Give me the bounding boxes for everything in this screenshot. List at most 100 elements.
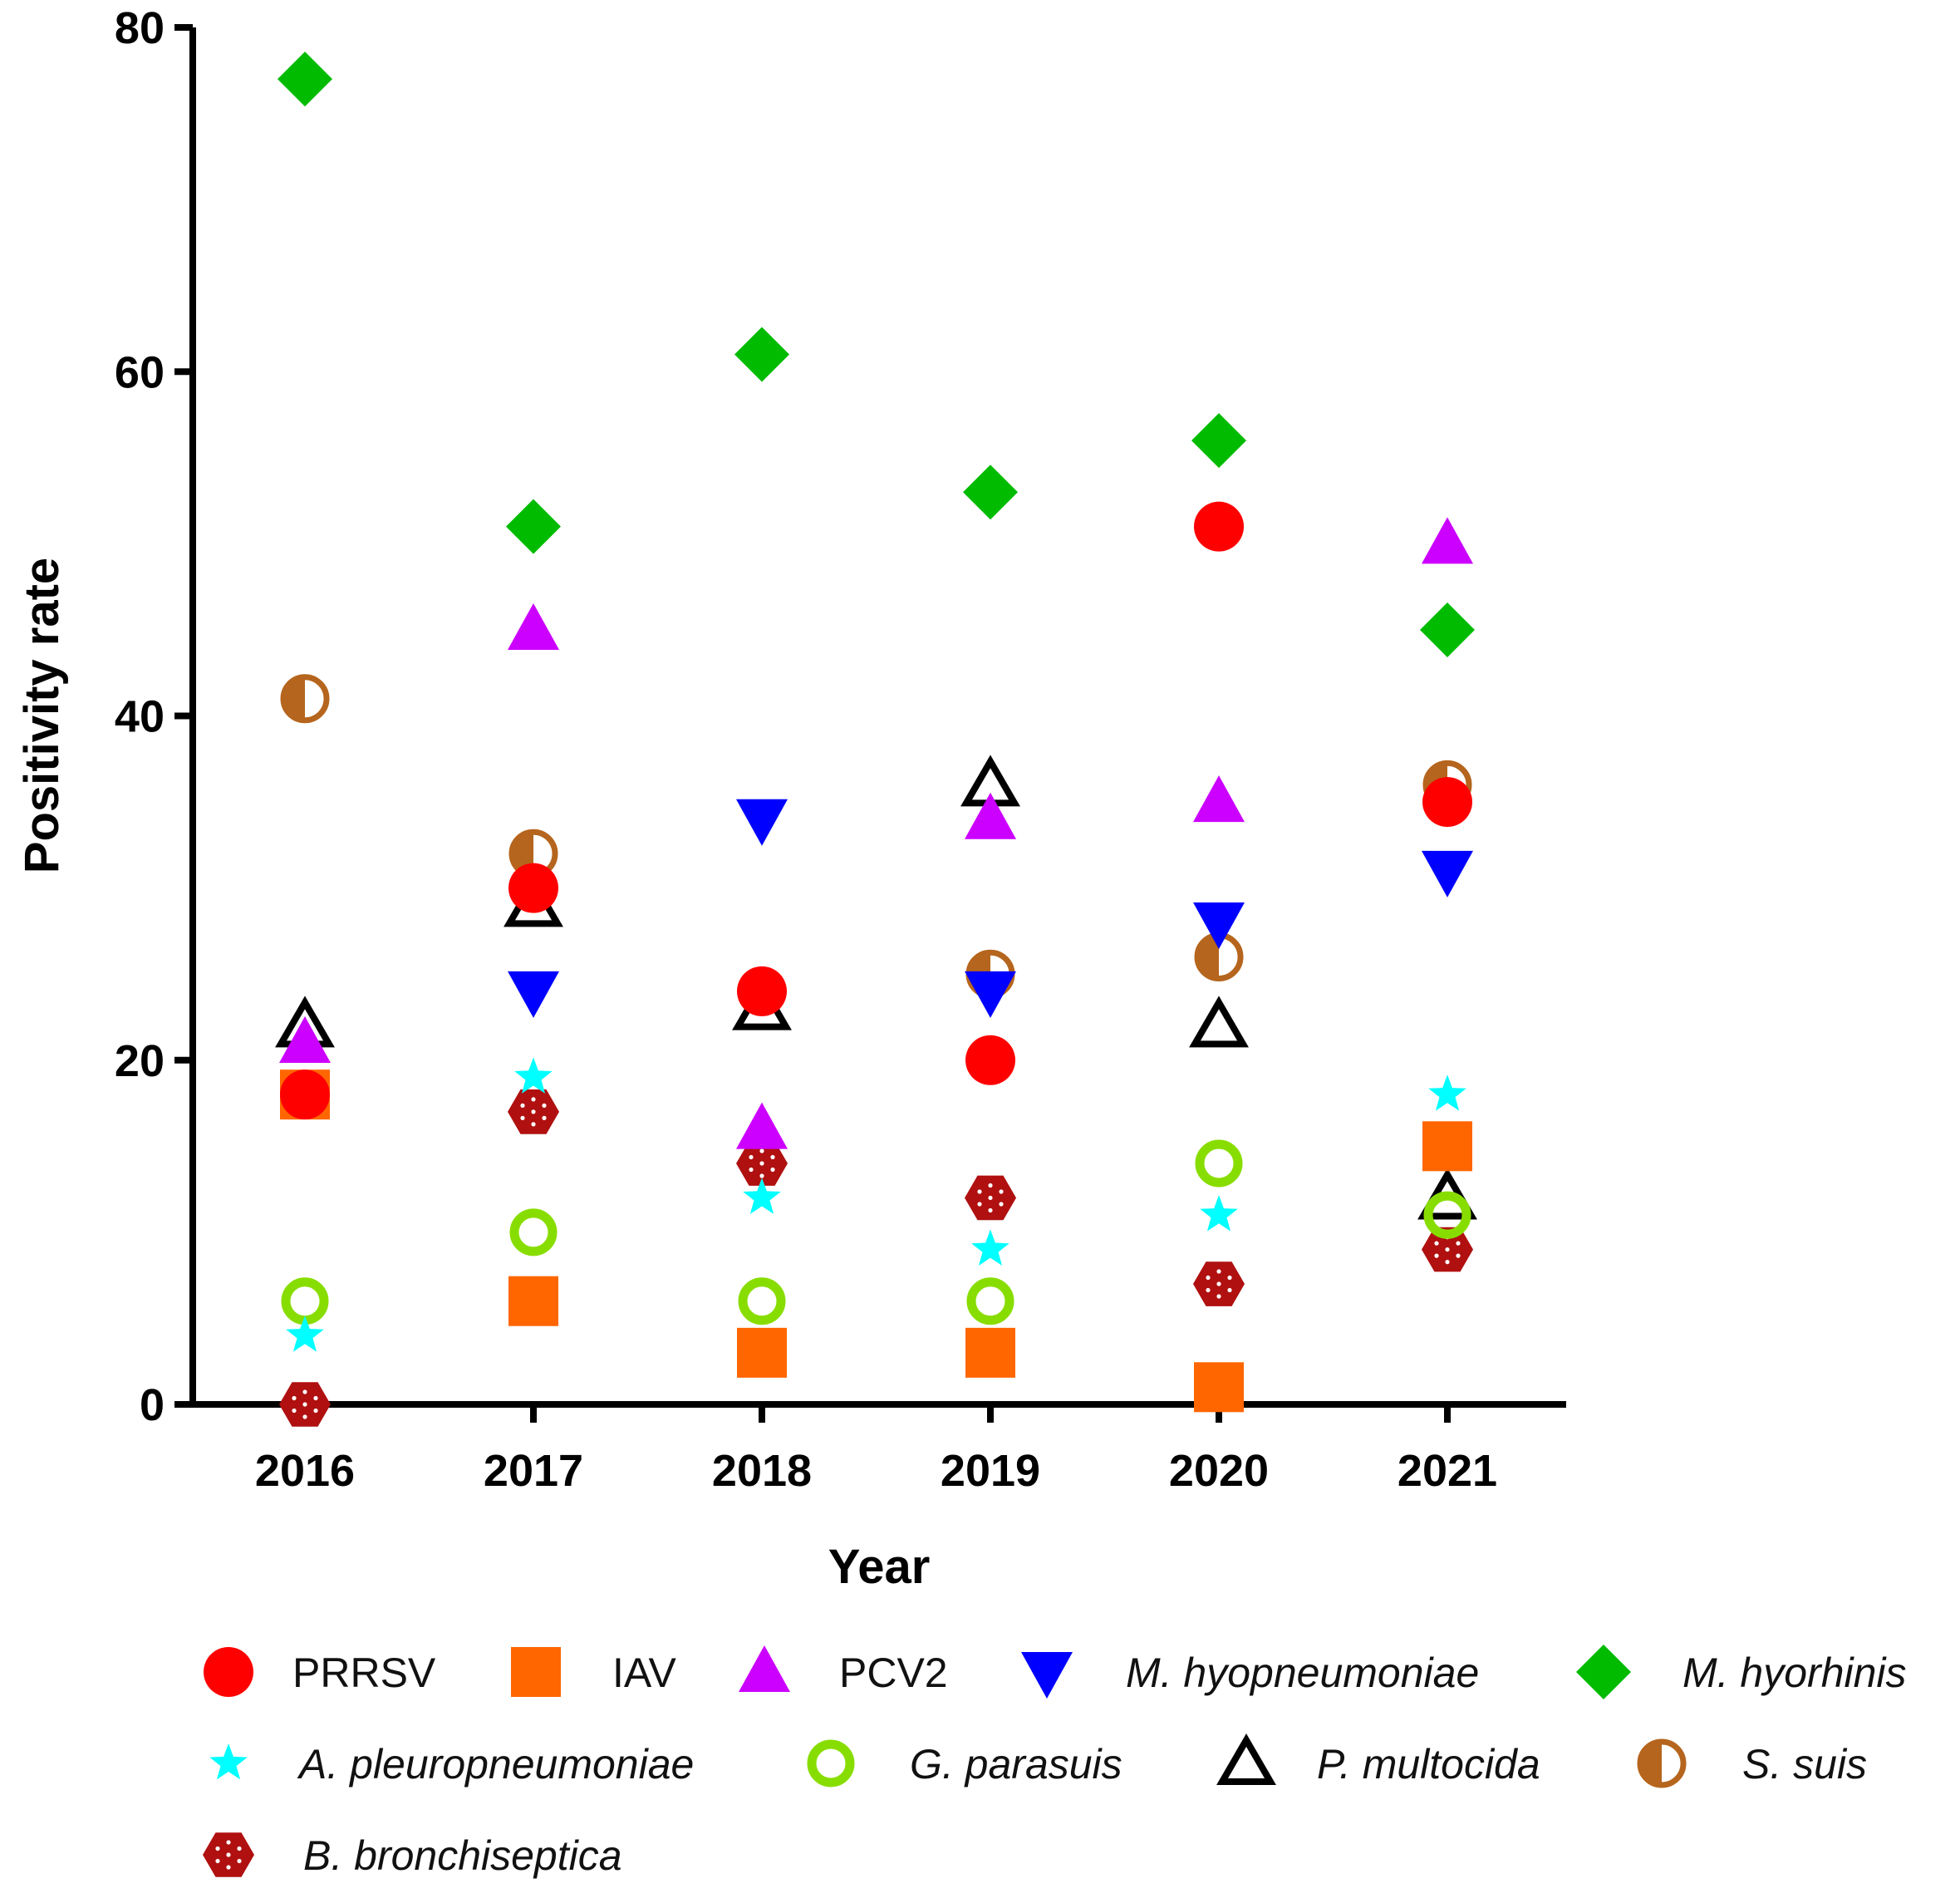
data-point [1189, 996, 1249, 1048]
data-point [1194, 1362, 1244, 1413]
data-point [278, 52, 332, 107]
x-tick-label: 2017 [484, 1446, 583, 1496]
legend-item-s-suis: S. suis [1637, 1738, 1867, 1788]
legend-label: P. multocida [1317, 1741, 1540, 1787]
data-point [1193, 775, 1245, 823]
data-point [965, 792, 1016, 839]
data-point [738, 1277, 786, 1325]
legend-marker [807, 1739, 855, 1787]
x-axis-ticks: 2016 2017 2018 2019 2020 2021 [255, 1404, 1497, 1496]
data-point [280, 674, 330, 724]
data-point [1422, 1227, 1473, 1272]
y-tick-label: 40 [115, 692, 165, 742]
x-axis-title: Year [828, 1540, 931, 1594]
x-tick-label: 2021 [1398, 1446, 1497, 1496]
series-iav [280, 1070, 1472, 1413]
series-g-parasuis [281, 1139, 1471, 1325]
legend-item-iav: IAV [511, 1647, 677, 1697]
data-point [286, 1315, 324, 1352]
legend-label: IAV [612, 1650, 677, 1696]
x-tick-label: 2019 [941, 1446, 1040, 1496]
data-point [279, 1016, 331, 1064]
data-point [1195, 1139, 1243, 1188]
data-point [508, 1089, 559, 1134]
data-point [736, 1141, 788, 1186]
x-tick-label: 2018 [712, 1446, 812, 1496]
data-point [971, 1229, 1009, 1266]
legend-marker [204, 1647, 253, 1697]
data-point [1423, 1191, 1471, 1239]
data-point [509, 1208, 558, 1256]
data-point [963, 465, 1018, 520]
legend-item-pcv2: PCV2 [739, 1645, 948, 1696]
legend-label: PCV2 [839, 1650, 948, 1696]
legend-label: M. hyorhinis [1682, 1650, 1907, 1696]
legend-label: G. parasuis [910, 1741, 1122, 1787]
data-point [1420, 602, 1475, 657]
legend-item-a-pleuropneumoniae: A. pleuropneumoniae [209, 1741, 694, 1787]
legend-item-g-parasuis: G. parasuis [807, 1739, 1122, 1787]
series-m-hyorhinis [278, 52, 1475, 657]
data-point [279, 1382, 331, 1427]
legend-marker [1637, 1738, 1687, 1788]
data-point [506, 499, 561, 554]
data-point [965, 1175, 1016, 1221]
y-axis-title: Positivity rate [15, 558, 69, 873]
data-point [736, 799, 788, 846]
data-point [508, 863, 558, 913]
data-point [1193, 902, 1245, 950]
legend-label: A. pleuropneumoniae [297, 1741, 694, 1787]
data-point [1422, 850, 1473, 897]
data-point [734, 327, 789, 382]
data-point [1428, 1074, 1466, 1111]
data-points [275, 52, 1477, 1427]
data-point [1194, 932, 1244, 981]
data-point [280, 1070, 330, 1120]
y-axis-ticks: 0 20 40 60 80 [115, 3, 193, 1430]
data-point [508, 1276, 558, 1326]
data-point [1191, 413, 1246, 469]
data-point [1422, 1121, 1472, 1172]
data-point [965, 1035, 1015, 1085]
series-s-suis [280, 674, 1472, 1016]
data-point [508, 971, 559, 1018]
legend-marker [209, 1743, 248, 1780]
series-prrsv [280, 501, 1472, 1120]
series-p-multocida [275, 755, 1477, 1220]
data-point [965, 971, 1016, 1018]
legend-item-p-multocida: P. multocida [1216, 1733, 1540, 1787]
y-tick-label: 20 [115, 1036, 165, 1086]
legend-label: PRRSV [292, 1650, 436, 1696]
data-point [736, 1102, 788, 1149]
data-point [1200, 1195, 1238, 1232]
data-point [508, 602, 559, 650]
legend-item-m-hyopneumoniae: M. hyopneumoniae [1021, 1650, 1479, 1699]
x-tick-label: 2016 [255, 1446, 355, 1496]
series-b-bronchiseptica [279, 1089, 1473, 1427]
y-tick-label: 0 [140, 1380, 165, 1430]
data-point [1422, 517, 1473, 564]
legend-label: B. bronchiseptica [303, 1832, 622, 1879]
data-point [514, 1057, 553, 1094]
legend-marker [1021, 1652, 1073, 1699]
data-point [965, 1327, 1015, 1378]
legend-item-b-bronchiseptica: B. bronchiseptica [203, 1832, 622, 1879]
axes [189, 27, 1566, 1408]
data-point [966, 1277, 1014, 1325]
legend: PRRSV IAV PCV2 M. hyopneumoniae M. hyorhinis… [203, 1645, 1907, 1879]
legend-marker [739, 1645, 790, 1692]
series-a-pleuropneumoniae [286, 1057, 1466, 1352]
data-point [1193, 1261, 1245, 1306]
data-point [1194, 501, 1244, 552]
legend-item-prrsv: PRRSV [204, 1647, 436, 1697]
data-point [737, 966, 787, 1016]
data-point [737, 1327, 787, 1378]
legend-label: M. hyopneumoniae [1126, 1650, 1479, 1696]
legend-item-m-hyorhinis: M. hyorhinis [1576, 1645, 1907, 1699]
legend-marker [1576, 1645, 1631, 1699]
data-point [1422, 777, 1472, 828]
legend-marker [1216, 1733, 1276, 1785]
legend-marker [511, 1647, 561, 1697]
series-m-hyopneumoniae [508, 799, 1473, 1018]
